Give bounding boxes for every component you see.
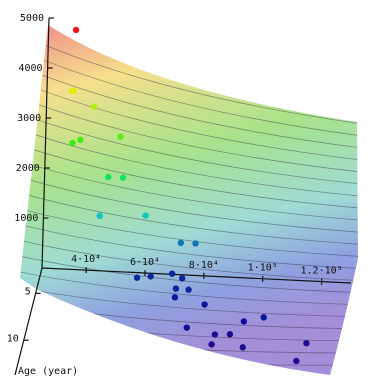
contour-line bbox=[20, 93, 358, 174]
point bbox=[133, 274, 141, 281]
point bbox=[240, 318, 248, 325]
contour-line bbox=[20, 205, 358, 258]
contour-line bbox=[20, 173, 358, 234]
x-axis bbox=[41, 267, 352, 284]
point bbox=[171, 294, 179, 301]
point bbox=[208, 341, 215, 348]
point bbox=[226, 331, 234, 338]
point bbox=[260, 314, 267, 321]
point bbox=[201, 301, 208, 308]
x-tick-label: 8·10⁴ bbox=[189, 260, 219, 271]
contour-line bbox=[20, 237, 358, 282]
point bbox=[69, 139, 76, 147]
point bbox=[105, 173, 112, 181]
contour-line bbox=[20, 221, 358, 270]
point bbox=[91, 103, 98, 110]
point bbox=[239, 344, 246, 351]
contour-line bbox=[20, 189, 358, 246]
surface bbox=[20, 25, 358, 375]
point bbox=[177, 239, 185, 247]
point bbox=[72, 26, 80, 34]
contour-line bbox=[20, 77, 358, 162]
y-axis bbox=[14, 267, 43, 376]
z-tick-label: 2000 bbox=[16, 163, 40, 174]
x-tick-label: 1·10⁵ bbox=[248, 263, 278, 274]
x-tick-label: 4·10⁴ bbox=[71, 254, 101, 265]
z-tick-label: 1000 bbox=[14, 213, 38, 224]
z-tick-label: 3000 bbox=[17, 113, 41, 124]
point bbox=[142, 212, 149, 219]
contour-line bbox=[20, 141, 358, 210]
point bbox=[192, 240, 199, 247]
point bbox=[211, 331, 219, 338]
point bbox=[178, 275, 186, 282]
contour-line bbox=[20, 125, 358, 198]
axes bbox=[14, 17, 352, 376]
point bbox=[168, 270, 176, 277]
z-tick-label: 4000 bbox=[19, 63, 43, 74]
point bbox=[96, 212, 103, 220]
contour-line bbox=[20, 45, 358, 138]
contour-line bbox=[20, 29, 358, 126]
contour-line bbox=[20, 61, 358, 150]
contour-line bbox=[20, 269, 358, 306]
x-tick-label: 6·10⁴ bbox=[130, 257, 160, 268]
y-tick-label: 5 bbox=[25, 286, 31, 297]
contour-line bbox=[20, 109, 358, 186]
point bbox=[70, 87, 78, 94]
point bbox=[119, 174, 127, 181]
y-tick-label: 10 bbox=[7, 333, 19, 344]
contour-line bbox=[20, 285, 358, 318]
point bbox=[77, 136, 84, 144]
point bbox=[147, 273, 154, 280]
point bbox=[293, 357, 300, 365]
point bbox=[183, 324, 190, 331]
point bbox=[185, 286, 192, 293]
contour-line bbox=[20, 157, 358, 222]
x-tick-label: 1.2·10⁵ bbox=[300, 266, 342, 277]
z-axis bbox=[41, 17, 50, 269]
contour-line bbox=[20, 253, 358, 294]
z-tick-label: 5000 bbox=[20, 13, 44, 24]
point bbox=[172, 285, 180, 292]
y-axis-label: Age (year) bbox=[18, 366, 78, 377]
point bbox=[117, 133, 124, 140]
point bbox=[303, 340, 310, 347]
